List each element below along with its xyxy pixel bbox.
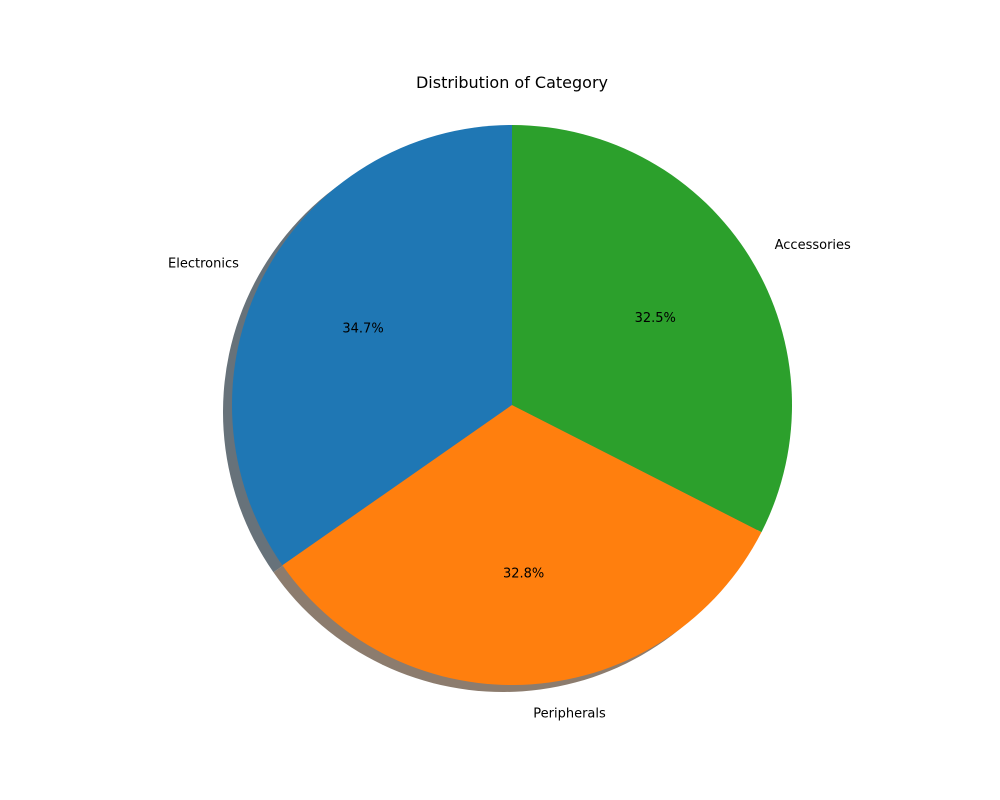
slice-label-peripherals: Peripherals bbox=[533, 706, 606, 721]
slice-label-electronics: Electronics bbox=[168, 257, 239, 272]
pie-slices bbox=[231, 125, 793, 685]
pie-labels: Electronics 34.7% Peripherals 32.8% Accessor… bbox=[168, 238, 851, 721]
chart-title: Distribution of Category bbox=[416, 73, 608, 92]
pie-slice-electronics bbox=[231, 125, 512, 566]
pie-slice-accessories bbox=[512, 125, 793, 533]
percent-label-accessories: 32.5% bbox=[635, 311, 676, 326]
percent-label-electronics: 34.7% bbox=[342, 321, 383, 336]
percent-label-peripherals: 32.8% bbox=[503, 567, 544, 582]
slice-label-accessories: Accessories bbox=[775, 238, 851, 253]
pie-slice-peripherals bbox=[282, 405, 762, 685]
